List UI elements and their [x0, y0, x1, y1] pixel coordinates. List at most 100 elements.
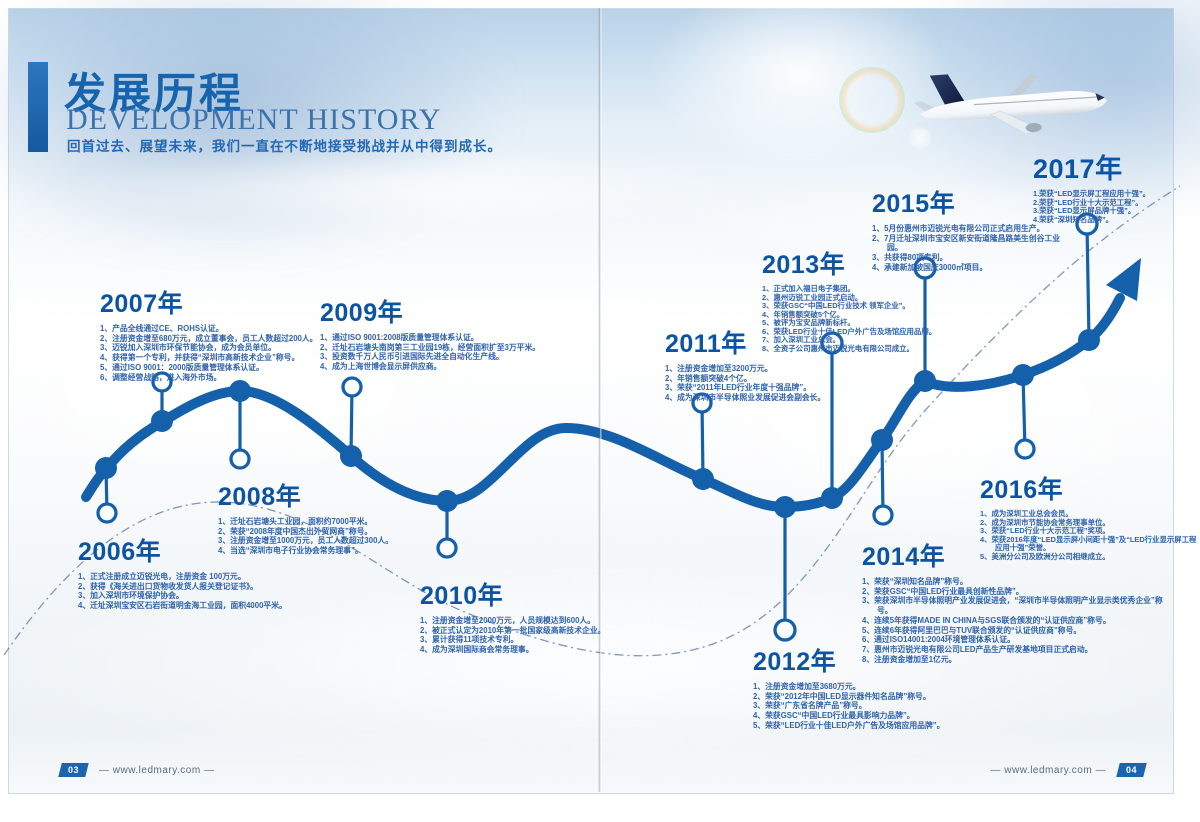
milestone-item: 1、注册资金增至2000万元，人员规模达到600人。	[420, 616, 596, 625]
milestone-item: 3、共获得80项专利。	[872, 253, 948, 263]
milestone-item: 6、通过ISO14001:2004环境管理体系认证。	[862, 635, 1015, 645]
milestone-year: 2007年	[100, 290, 184, 318]
milestone-2011: 2011年 1、注册资金增加至3200万元。 2、年销售额突破4个亿。 3、荣获…	[665, 324, 937, 403]
milestone-2016: 2016年 1、成为深圳工业总会会员。 2、成为深圳市节能协会常务理事单位。 3…	[980, 470, 1200, 561]
milestone-year: 2013年	[762, 251, 846, 279]
milestone-item: 2.荣获“LED行业十大示范工程”。	[1033, 197, 1143, 207]
airplane-image	[910, 59, 1115, 151]
milestone-item: 3、迈锐加入深圳市环保节能协会，成为会员单位。	[100, 343, 276, 353]
page-title-en: DEVELOPMENT HISTORY	[66, 103, 442, 136]
milestone-item: 3、注册资金增至1000万元，员工人数超过300人。	[218, 536, 394, 546]
milestone-item: 7、加入深圳工业总会。	[762, 335, 841, 344]
plane-engine	[1025, 123, 1042, 133]
plane-cockpit	[1095, 93, 1105, 101]
milestone-item: 6、荣获LED行业十佳LED户外广告及场馆应用品牌。	[762, 326, 937, 336]
milestone-item: 4、成为深圳市半导体照业发展促进会副会长。	[665, 393, 826, 403]
milestone-item: 2、成为深圳市节能协会常务理事单位。	[980, 517, 1110, 527]
milestone-item: 1、注册资金增加至3680万元。	[753, 682, 861, 691]
milestone-item: 2、注册资金增至680万元，成立董事会，员工人数超过200人。	[100, 333, 318, 343]
page-number-badge: 04	[1116, 763, 1147, 777]
milestone-item: 8、全资子公司惠州市迈锐光电有限公司成立。	[762, 343, 914, 353]
page-number-badge: 03	[58, 763, 89, 777]
website-url: — www.ledmary.com —	[990, 764, 1106, 776]
milestone-items: 1、注册资金增加至3200万元。 2、年销售额突破4个亿。 3、荣获“2011年…	[665, 364, 937, 403]
website-url: — www.ledmary.com —	[99, 764, 215, 776]
milestone-items: 1、正式注册成立迈锐光电，注册资金 100万元。 2、获得《海关进出口货物收发货…	[78, 572, 358, 611]
milestone-item: 3、荣获深圳市半导体照明产业发展促进会，“深圳市半导体照明产业显示类优秀企业”称…	[862, 596, 1163, 616]
lens-flare-ring	[839, 67, 905, 133]
milestone-item: 5、连续6年获得阿里巴巴与TUV联合颁发的“认证供应商”称号。	[862, 625, 1082, 635]
milestone-year: 2016年	[980, 476, 1064, 504]
milestone-items: 1、通过ISO 9001:2008版质量管理体系认证。 2、迁址石岩塘头南岗第三…	[320, 333, 620, 372]
milestone-item: 1、正式加入福日电子集团。	[762, 284, 855, 293]
page-fold-line	[598, 8, 602, 792]
milestone-items: 1、正式加入福日电子集团。 2、惠州迈锐工业园正式启动。 3、荣获GSC“中国L…	[762, 284, 1060, 353]
milestone-item: 5、美洲分公司及欧洲分公司相继成立。	[980, 551, 1110, 561]
page-tagline: 回首过去、展望未来，我们一直在不断地接受挑战并从中得到成长。	[67, 139, 502, 154]
milestone-item: 4、年销售额突破5个亿。	[762, 309, 845, 319]
milestone-2009: 2009年 1、通过ISO 9001:2008版质量管理体系认证。 2、迁址石岩…	[320, 293, 620, 372]
milestone-items: 1、5月份惠州市迈锐光电有限公司正式启用生产。 2、7月迁址深圳市宝安区新安街道…	[872, 224, 1064, 273]
milestone-2014: 2014年 1、荣获“深圳知名品牌”称号。 2、荣获GSC“中国LED行业最具创…	[862, 537, 1178, 664]
milestone-item: 1、成为深圳工业总会会员。	[980, 509, 1073, 518]
milestone-item: 2、惠州迈锐工业园正式启动。	[762, 292, 863, 302]
milestone-item: 1、通过ISO 9001:2008版质量管理体系认证。	[320, 333, 479, 342]
milestone-2017: 2017年 1.荣获“LED显示屏工程应用十强”。 2.荣获“LED行业十大示范…	[1033, 147, 1200, 224]
milestone-item: 2、荣获GSC“中国LED行业最具创新性品牌”。	[862, 586, 1024, 596]
milestone-item: 3.荣获“LED显示屏品牌十强”。	[1033, 206, 1136, 215]
milestone-item: 2、荣获“2012年中国LED显示器件知名品牌”称号。	[753, 691, 931, 701]
milestone-item: 3、荣获GSC“中国LED行业技术 领军企业”。	[762, 301, 910, 310]
milestone-items: 1、注册资金增至2000万元，人员规模达到600人。 2、被正式认定为2010年…	[420, 616, 700, 655]
milestone-item: 4、当选“深圳市电子行业协会常务理事”。	[218, 546, 363, 556]
milestone-item: 4、荣获GSC“中国LED行业最具影响力品牌”。	[753, 711, 915, 721]
milestone-2015: 2015年 1、5月份惠州市迈锐光电有限公司正式启用生产。 2、7月迁址深圳市宝…	[872, 184, 1064, 273]
milestone-item: 5、荣获“LED行业十佳LED户外广告及场馆应用品牌”。	[753, 720, 945, 730]
milestone-year: 2006年	[78, 538, 162, 566]
milestone-items: 1、注册资金增加至3680万元。 2、荣获“2012年中国LED显示器件知名品牌…	[753, 682, 1058, 731]
milestone-2010: 2010年 1、注册资金增至2000万元，人员规模达到600人。 2、被正式认定…	[420, 576, 700, 655]
milestone-item: 4、迁址深圳宝安区石岩街道明金海工业园，面积4000平米。	[78, 601, 287, 611]
milestone-item: 3、累计获得11项技术专利。	[420, 635, 519, 645]
page-title-cn: 发展历程	[64, 70, 245, 117]
milestone-item: 5、被评为宝安品牌新标杆。	[762, 318, 855, 327]
milestone-item: 1、正式注册成立迈锐光电，注册资金 100万元。	[78, 572, 246, 581]
milestone-year: 2011年	[665, 330, 747, 358]
plane-far-wing	[1007, 74, 1039, 98]
milestone-year: 2012年	[753, 648, 837, 676]
milestone-item: 1、产品全线通过CE、ROHS认证。	[100, 324, 224, 333]
milestone-item: 3、荣获“广东省名牌产品”称号。	[753, 701, 867, 711]
milestone-item: 4、连续5年获得MADE IN CHINA与SGS联合颁发的“认证供应商”称号。	[862, 615, 1111, 625]
milestone-item: 2、7月迁址深圳市宝安区新安街道隆昌路美生创谷工业园。	[872, 233, 1060, 253]
milestone-item: 4、荣获2016年度“LED显示屏小间距十强”及“LED行业显示屏工程应用十强”…	[980, 534, 1197, 552]
milestone-item: 5、通过ISO 9001：2000版质量管理体系认证。	[100, 362, 264, 372]
milestone-item: 1.荣获“LED显示屏工程应用十强”。	[1033, 189, 1151, 198]
footer-left: 03 — www.ledmary.com —	[58, 763, 215, 777]
milestone-item: 1、迁址石岩塘头工业园，面积约7000平米。	[218, 517, 373, 526]
milestone-2013: 2013年 1、正式加入福日电子集团。 2、惠州迈锐工业园正式启动。 3、荣获G…	[762, 245, 1060, 353]
milestone-2006: 2006年 1、正式注册成立迈锐光电，注册资金 100万元。 2、获得《海关进出…	[78, 532, 358, 611]
milestone-item: 2、荣获“2008年度中国杰出外贸网商”称号。	[218, 526, 373, 536]
milestone-2007: 2007年 1、产品全线通过CE、ROHS认证。 2、注册资金增至680万元，成…	[100, 284, 390, 382]
milestone-item: 1、注册资金增加至3200万元。	[665, 364, 773, 373]
footer-right: — www.ledmary.com — 04	[965, 763, 1147, 777]
milestone-items: 1、荣获“深圳知名品牌”称号。 2、荣获GSC“中国LED行业最具创新性品牌”。…	[862, 577, 1178, 664]
milestone-item: 7、惠州市迈锐光电有限公司LED产品生产研发基地项目正式启动。	[862, 644, 1093, 654]
milestone-items: 1、成为深圳工业总会会员。 2、成为深圳市节能协会常务理事单位。 3、荣获“LE…	[980, 509, 1200, 561]
milestone-item: 2、迁址石岩塘头南岗第三工业园19栋，经营面积扩至3万平米。	[320, 342, 541, 352]
lens-flare-glow	[649, 0, 949, 169]
plane-window-strip	[973, 96, 1098, 106]
milestone-item: 2、获得《海关进出口货物收发货人报关登记证书》。	[78, 581, 258, 591]
milestone-item: 4、成为深圳国际商会常务理事。	[420, 645, 534, 655]
milestone-item: 6、调整经营战略，进入海外市场。	[100, 372, 222, 382]
milestone-2008: 2008年 1、迁址石岩塘头工业园，面积约7000平米。 2、荣获“2008年度…	[218, 477, 503, 556]
title-accent-square	[28, 62, 48, 152]
milestone-item: 2、年销售额突破4个亿。	[665, 373, 752, 383]
milestone-item: 3、投资数千万人民币引进国际先进全自动化生产线。	[320, 352, 504, 362]
milestone-year: 2010年	[420, 582, 504, 610]
milestone-item: 1、5月份惠州市迈锐光电有限公司正式启用生产。	[872, 224, 1045, 233]
milestone-items: 1、产品全线通过CE、ROHS认证。 2、注册资金增至680万元，成立董事会，员…	[100, 324, 390, 382]
plane-tail-fin	[929, 74, 966, 107]
milestone-item: 2、被正式认定为2010年第一批国家级高新技术企业。	[420, 625, 606, 635]
plane-fuselage	[920, 90, 1107, 121]
